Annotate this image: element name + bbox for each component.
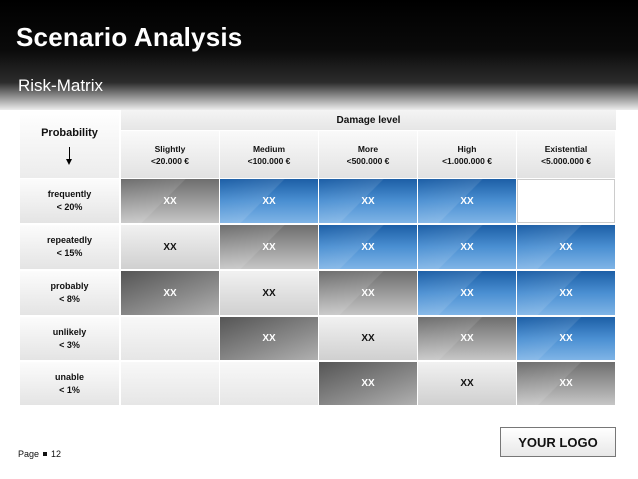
slide-header: [0, 0, 638, 110]
matrix-cell: [220, 362, 319, 407]
row-header-probably: probably < 8%: [20, 271, 119, 317]
damage-level-label: Damage level: [336, 114, 401, 126]
matrix-cell: XX: [121, 179, 220, 225]
matrix-cell: XX: [319, 225, 418, 271]
matrix-cell: XX: [418, 271, 517, 317]
column-header-title: Medium: [252, 143, 286, 154]
row-header-title: unable: [54, 371, 84, 382]
column-header-title: Slightly: [154, 143, 186, 154]
matrix-cell: XX: [319, 271, 418, 317]
row-header-title: repeatedly: [46, 235, 93, 245]
page-title: Scenario Analysis: [16, 22, 243, 52]
page-footer: Page 12: [18, 449, 61, 459]
probability-header: Probability: [20, 110, 119, 178]
row-header-title: frequently: [47, 189, 92, 199]
column-header-medium: Medium <100.000 €: [220, 131, 319, 178]
column-header-existential: Existential <5.000.000 €: [517, 131, 616, 178]
matrix-cell: XX: [418, 317, 517, 362]
row-header-frequently: frequently < 20%: [20, 179, 119, 225]
page-subtitle: Risk-Matrix: [18, 76, 103, 95]
column-header-slightly: Slightly <20.000 €: [121, 131, 220, 178]
matrix-cell: XX: [220, 179, 319, 225]
matrix-cell: XX: [220, 225, 319, 271]
column-header-threshold: <100.000 €: [247, 155, 291, 166]
matrix-cell: XX: [319, 179, 418, 225]
matrix-cell: XX: [517, 271, 616, 317]
row-header-threshold: < 20%: [56, 202, 83, 212]
matrix-cell: XX: [121, 225, 220, 271]
row-header-threshold: < 3%: [59, 339, 80, 350]
row-header-title: probably: [50, 281, 89, 291]
matrix-cell: XX: [517, 317, 616, 362]
column-header-more: More <500.000 €: [319, 131, 418, 178]
matrix-cell: [121, 317, 220, 362]
risk-matrix: Probability Damage level Slightly <20.00…: [20, 110, 616, 407]
matrix-cell: XX: [220, 317, 319, 362]
matrix-cell: XX: [220, 271, 319, 317]
column-header-threshold: <500.000 €: [346, 155, 390, 166]
matrix-cell: XX: [319, 317, 418, 362]
column-header-title: More: [357, 143, 379, 154]
matrix-cell: XX: [517, 225, 616, 271]
page-number: 12: [51, 449, 62, 459]
matrix-cell: [121, 362, 220, 407]
column-header-high: High <1.000.000 €: [418, 131, 517, 178]
row-header-title: unlikely: [52, 326, 87, 337]
matrix-cell: XX: [121, 271, 220, 317]
row-header-threshold: < 1%: [59, 384, 80, 395]
column-header-title: High: [457, 143, 477, 154]
matrix-cell: [517, 179, 615, 223]
column-header-threshold: <20.000 €: [150, 155, 190, 166]
logo-placeholder: YOUR LOGO: [500, 427, 616, 457]
column-header-title: Existential: [544, 143, 588, 154]
column-header-threshold: <5.000.000 €: [541, 155, 591, 166]
damage-level-header: Damage level: [121, 110, 616, 130]
row-header-repeatedly: repeatedly < 15%: [20, 225, 119, 271]
matrix-cell: XX: [418, 179, 517, 225]
row-header-threshold: < 8%: [59, 294, 80, 304]
matrix-cell: XX: [418, 362, 517, 407]
matrix-cell: XX: [517, 362, 616, 407]
page-label: Page: [18, 449, 40, 459]
probability-label: Probability: [41, 127, 98, 139]
matrix-cell: XX: [319, 362, 418, 407]
bullet-square-icon: [43, 452, 48, 456]
column-header-threshold: <1.000.000 €: [442, 155, 492, 166]
arrow-down-icon: [66, 147, 72, 165]
row-header-unlikely: unlikely < 3%: [20, 317, 119, 362]
row-header-threshold: < 15%: [56, 248, 83, 258]
matrix-cell: XX: [418, 225, 517, 271]
row-header-unable: unable < 1%: [20, 362, 119, 407]
